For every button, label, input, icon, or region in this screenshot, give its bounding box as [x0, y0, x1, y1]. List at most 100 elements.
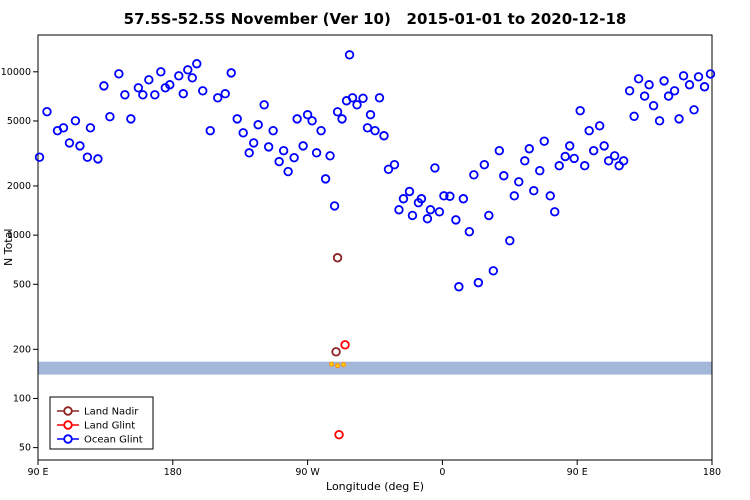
data-point: [494, 145, 505, 156]
data-point: [545, 191, 555, 201]
data-point: [253, 120, 263, 130]
data-point: [454, 282, 464, 292]
data-point: [383, 164, 394, 174]
data-point: [458, 194, 469, 204]
data-point: [58, 123, 69, 133]
data-point: [352, 100, 362, 110]
legend-label: Land Glint: [84, 421, 135, 432]
data-point: [362, 123, 373, 133]
data-point: [514, 177, 524, 187]
data-point: [307, 116, 317, 126]
data-point: [389, 159, 400, 170]
data-point: [150, 90, 160, 100]
x-tick-label: 90 W: [295, 467, 320, 478]
data-point: [451, 215, 461, 225]
data-point: [654, 116, 665, 126]
data-point: [365, 110, 376, 120]
data-point: [629, 111, 639, 122]
data-point: [407, 210, 418, 221]
data-point: [648, 101, 659, 111]
data-point: [165, 80, 175, 90]
data-point: [609, 151, 620, 161]
data-point: [220, 89, 230, 99]
x-tick-label: 90 E: [567, 467, 588, 478]
data-point: [588, 145, 599, 156]
data-point: [644, 80, 654, 90]
data-point: [684, 80, 695, 90]
data-point: [430, 163, 440, 173]
data-point: [268, 125, 278, 136]
data-point: [599, 141, 609, 151]
data-point: [464, 226, 475, 237]
data-point: [693, 72, 704, 82]
data-point: [669, 86, 680, 96]
data-point: [535, 166, 545, 176]
data-point: [569, 153, 579, 164]
data-point: [379, 131, 389, 141]
data-point: [560, 151, 570, 162]
legend-symbol-point: [63, 406, 73, 416]
data-point: [659, 76, 669, 86]
data-point: [374, 93, 385, 103]
data-point: [689, 105, 699, 115]
data-point: [85, 123, 96, 133]
data-point: [70, 116, 81, 126]
band-marker: [335, 363, 341, 369]
y-tick-label: 2000: [7, 181, 31, 192]
chart-title: 57.5S-52.5S November (Ver 10) 2015-01-01…: [123, 10, 627, 28]
data-point: [579, 161, 590, 171]
data-point: [674, 114, 684, 124]
data-point: [416, 194, 427, 204]
data-point: [337, 114, 347, 124]
data-point: [439, 191, 449, 201]
data-point: [292, 114, 302, 124]
y-tick-label: 50: [19, 443, 31, 454]
x-tick-label: 180: [703, 467, 721, 478]
legend-symbol-point: [63, 434, 73, 444]
data-point: [192, 59, 202, 69]
data-point: [248, 138, 259, 148]
data-point: [114, 69, 124, 79]
data-point: [302, 110, 313, 120]
data-point: [226, 68, 236, 78]
data-point: [340, 340, 350, 350]
data-point: [584, 125, 594, 136]
data-point: [618, 156, 629, 166]
data-point: [232, 114, 242, 124]
data-point: [178, 89, 188, 99]
data-point: [320, 174, 331, 184]
data-point: [274, 156, 284, 167]
data-point: [82, 152, 93, 162]
data-point: [126, 114, 136, 124]
data-point: [325, 151, 335, 161]
data-point: [479, 159, 490, 170]
legend-label: Ocean Glint: [84, 435, 143, 446]
data-point: [699, 82, 710, 92]
data-point: [473, 277, 484, 288]
data-point: [205, 125, 215, 136]
y-tick-label: 100: [13, 393, 31, 404]
data-point: [183, 65, 193, 75]
data-point: [347, 93, 358, 103]
data-point: [244, 148, 254, 158]
data-point: [278, 145, 289, 156]
data-point: [75, 141, 85, 151]
data-point: [488, 266, 499, 276]
data-point: [332, 107, 343, 117]
data-point: [639, 91, 650, 101]
data-point: [64, 138, 75, 148]
data-point: [213, 93, 223, 103]
data-point: [156, 67, 166, 77]
data-point: [120, 90, 130, 100]
data-point: [539, 136, 549, 146]
data-point: [334, 429, 344, 440]
y-tick-label: 10000: [1, 67, 31, 78]
y-tick-label: 5000: [7, 116, 31, 127]
data-point: [332, 253, 343, 263]
data-point: [329, 201, 340, 211]
data-point: [445, 191, 455, 201]
x-tick-label: 180: [164, 467, 182, 478]
data-point: [331, 347, 341, 357]
y-tick-label: 500: [13, 279, 31, 290]
